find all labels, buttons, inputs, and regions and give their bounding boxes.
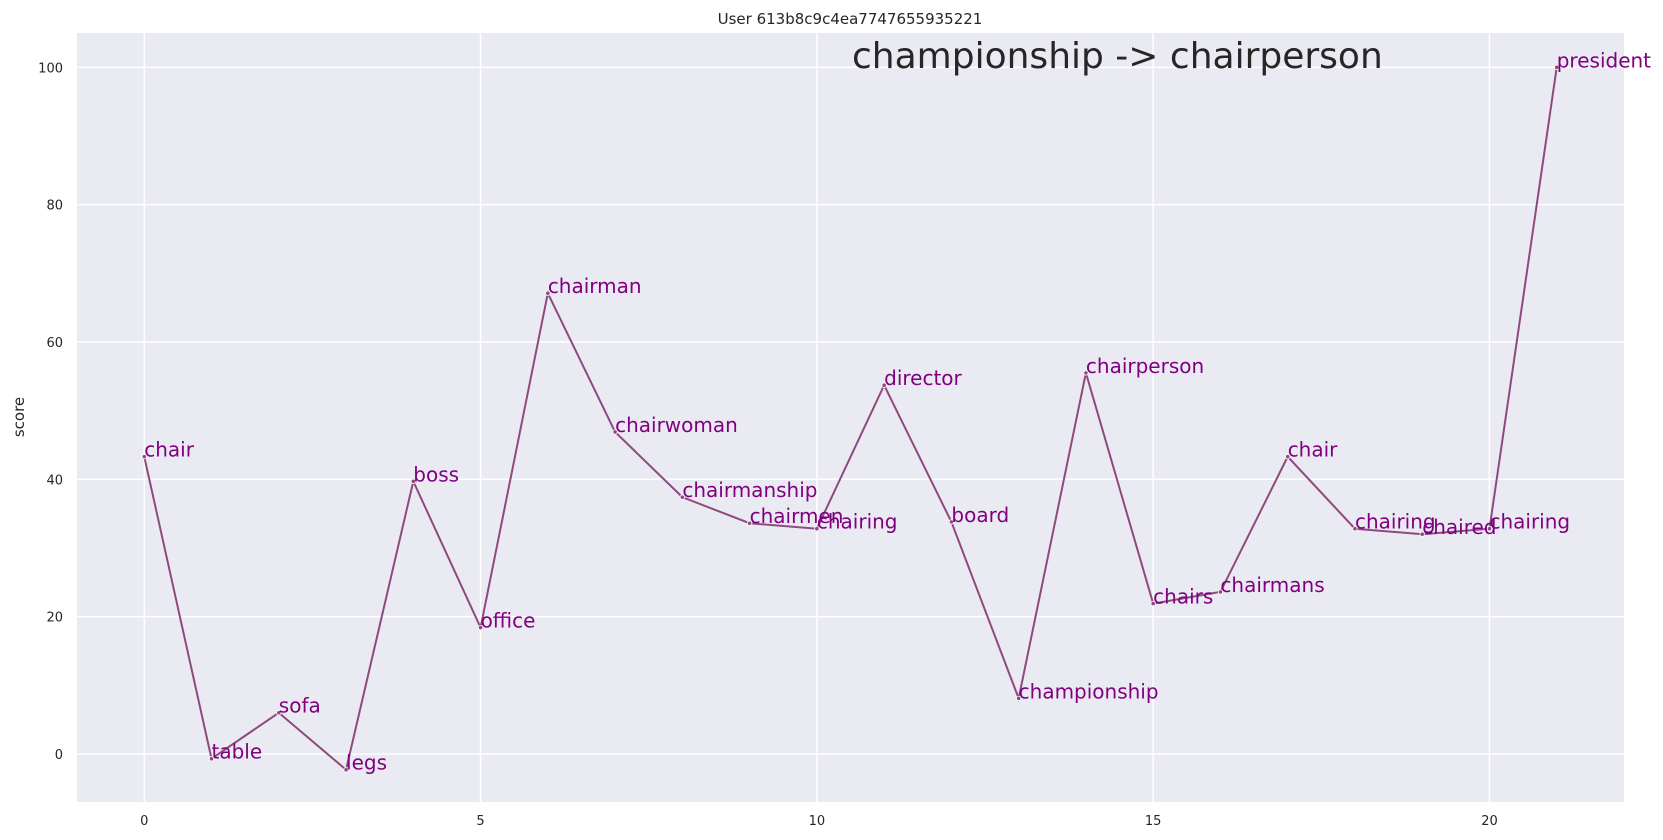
data-point-label: director [884, 366, 962, 390]
x-tick-label: 10 [809, 814, 826, 829]
y-tick-labels: 0 20 40 60 80 100 [38, 61, 63, 763]
data-point [1352, 526, 1358, 532]
y-tick-label: 60 [46, 336, 63, 351]
series-line [143, 67, 1558, 772]
data-point [1486, 526, 1493, 532]
data-point-label: boss [413, 462, 459, 486]
data-point-label: president [1557, 48, 1651, 72]
data-point-label: chairs [1153, 585, 1213, 609]
x-tick-labels: 0 5 10 15 20 [140, 814, 1498, 829]
data-point [1419, 531, 1425, 537]
data-point [141, 454, 147, 460]
data-point-label: chair [1288, 438, 1338, 462]
data-point-label: office [481, 609, 536, 633]
point-markers [141, 64, 1560, 773]
data-point [881, 382, 887, 388]
data-point-label: chairing [1355, 510, 1436, 534]
y-tick-label: 20 [46, 611, 63, 626]
data-point [208, 756, 215, 762]
data-point [1150, 600, 1156, 607]
y-tick-label: 40 [46, 473, 63, 488]
data-point-label: chairmans [1220, 573, 1324, 597]
data-point [343, 767, 349, 773]
chart-title: User 613b8c9c4ea7747655935221 [718, 10, 983, 28]
y-tick-label: 80 [46, 199, 63, 214]
y-tick-label: 0 [55, 748, 63, 763]
series-line-group [143, 67, 1558, 772]
data-point [612, 429, 618, 435]
grid-lines [77, 33, 1624, 802]
x-tick-label: 5 [476, 814, 484, 829]
chart-annotation: championship -> chairperson [852, 36, 1383, 77]
point-labels: chair table sofa legs boss office chairman chai… [144, 48, 1651, 774]
data-point [410, 478, 416, 484]
data-point [276, 710, 282, 716]
data-point [679, 494, 685, 500]
data-point-label: chairman [548, 274, 642, 298]
x-tick-label: 20 [1481, 814, 1498, 829]
data-point [545, 290, 551, 296]
data-point-label: chairing [817, 510, 898, 534]
data-point [747, 520, 753, 526]
data-point-label: chairing [1489, 510, 1570, 534]
data-point-label: chairmanship [682, 478, 817, 502]
data-point-label: chaired [1422, 515, 1496, 539]
data-point-label: chairmen [750, 504, 844, 528]
y-axis-title: score [10, 397, 28, 437]
data-point-label: board [951, 503, 1009, 527]
data-point [1016, 695, 1022, 701]
data-point [948, 519, 954, 525]
plot-background [77, 33, 1624, 802]
data-point-label: chairwoman [615, 413, 738, 437]
y-tick-label: 100 [38, 61, 63, 76]
x-tick-label: 0 [140, 814, 148, 829]
data-point [1285, 454, 1291, 460]
data-point [814, 526, 820, 532]
data-point [1083, 370, 1089, 376]
data-point-label: chairperson [1086, 354, 1204, 378]
x-tick-label: 15 [1145, 814, 1162, 829]
data-point [1554, 64, 1560, 70]
data-point [1217, 589, 1224, 595]
data-point-label: table [212, 740, 263, 764]
data-point-label: championship [1019, 679, 1159, 703]
data-point-label: sofa [279, 694, 321, 718]
data-point-label: legs [346, 751, 387, 775]
data-point [477, 625, 484, 631]
data-point-label: chair [144, 438, 194, 462]
